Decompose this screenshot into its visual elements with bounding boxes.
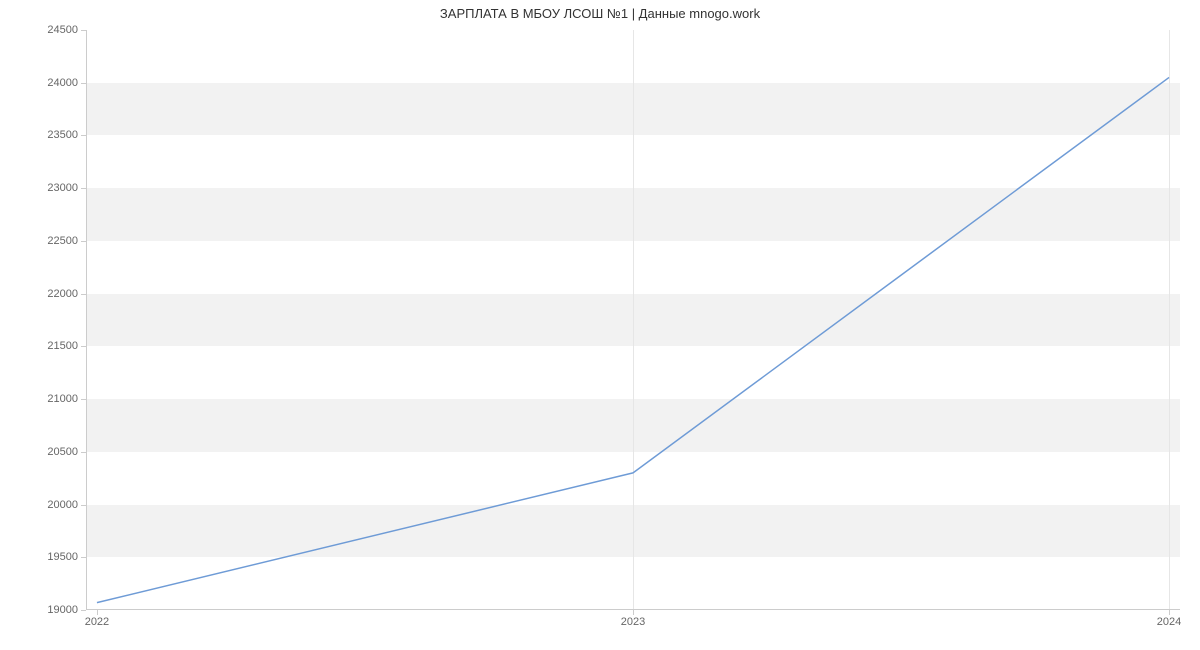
series-line: [97, 77, 1169, 602]
chart-title: ЗАРПЛАТА В МБОУ ЛСОШ №1 | Данные mnogo.w…: [0, 6, 1200, 21]
y-tick-mark: [81, 135, 86, 136]
y-tick-mark: [81, 557, 86, 558]
x-tick-mark: [633, 610, 634, 615]
x-tick-mark: [1169, 610, 1170, 615]
line-series: [86, 30, 1180, 610]
y-tick-mark: [81, 83, 86, 84]
y-tick-mark: [81, 452, 86, 453]
plot-area: 1900019500200002050021000215002200022500…: [86, 30, 1180, 610]
y-tick-mark: [81, 241, 86, 242]
chart-container: ЗАРПЛАТА В МБОУ ЛСОШ №1 | Данные mnogo.w…: [0, 0, 1200, 650]
y-tick-mark: [81, 505, 86, 506]
x-tick-mark: [97, 610, 98, 615]
y-tick-mark: [81, 294, 86, 295]
y-tick-mark: [81, 188, 86, 189]
y-tick-mark: [81, 346, 86, 347]
y-tick-mark: [81, 399, 86, 400]
y-tick-mark: [81, 30, 86, 31]
